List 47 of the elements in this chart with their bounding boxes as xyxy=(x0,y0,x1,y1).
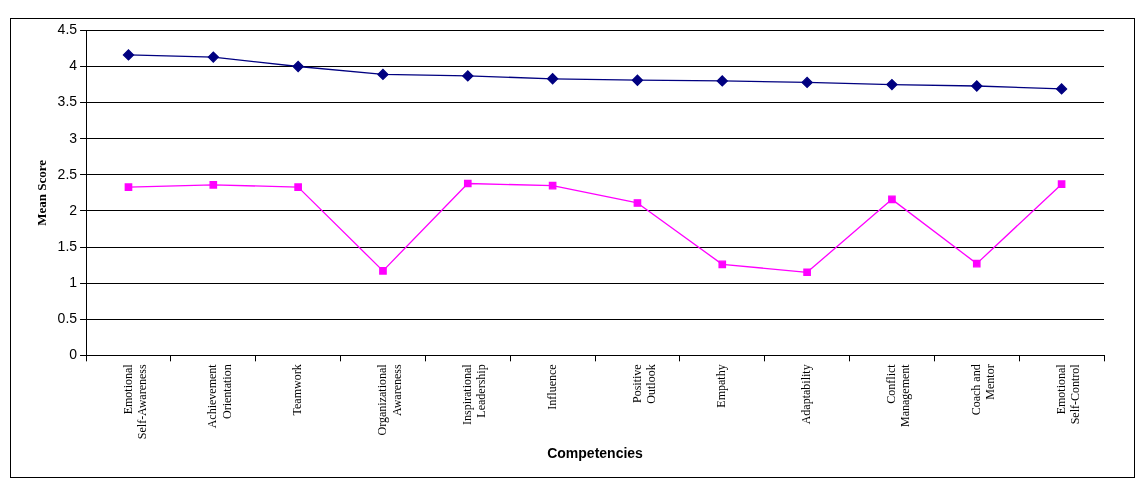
point xyxy=(292,60,304,73)
x-tick-label: Emotional Self-Awareness xyxy=(120,363,150,440)
x-tick-label: Teamwork xyxy=(290,364,305,416)
y-tick-label: 3 xyxy=(69,129,78,146)
x-tick-label: Empathy xyxy=(714,364,729,408)
point xyxy=(803,268,811,277)
point xyxy=(462,70,474,82)
y-tick-label: 1 xyxy=(69,273,78,290)
x-tick-label: Adaptability xyxy=(799,364,814,425)
y-tick-label: 1.5 xyxy=(57,237,78,254)
x-axis-title: Competencies xyxy=(547,445,644,462)
x-tick-label: Emotional Self-Control xyxy=(1053,363,1083,425)
point xyxy=(716,75,728,87)
point xyxy=(718,260,727,269)
point xyxy=(1055,83,1068,95)
y-tick-label: 4.5 xyxy=(57,21,78,38)
point xyxy=(888,195,896,204)
point xyxy=(207,51,219,63)
point xyxy=(124,183,133,191)
point xyxy=(463,179,472,188)
y-tick-label: 0 xyxy=(69,346,78,363)
x-tick-label: Coach and Mentor xyxy=(968,364,998,416)
x-tick-label: Influence xyxy=(544,364,559,410)
x-tick-label: Inspirational Leadership xyxy=(459,363,489,425)
point xyxy=(546,73,559,85)
y-tick-label: 3.5 xyxy=(57,93,78,110)
point xyxy=(122,49,135,61)
y-tick-label: 2 xyxy=(69,201,78,218)
point xyxy=(972,259,981,268)
y-tick-label: 0.5 xyxy=(57,310,78,327)
point xyxy=(379,267,387,275)
x-tick-label: Achievement Orientation xyxy=(205,363,234,429)
point xyxy=(1057,180,1066,189)
point xyxy=(631,74,644,86)
point xyxy=(886,78,898,91)
point xyxy=(633,199,642,207)
x-tick-label: Conflict Management xyxy=(884,363,913,427)
y-axis-title: Mean Score xyxy=(34,159,50,226)
point xyxy=(209,181,218,189)
y-tick-label: 4 xyxy=(69,57,78,74)
point xyxy=(971,80,983,92)
point xyxy=(294,183,302,191)
point xyxy=(377,68,389,81)
point xyxy=(801,76,813,89)
x-tick-label: Organizational Awareness xyxy=(375,363,404,436)
x-tick-label: Positive Outlook xyxy=(629,364,658,404)
y-tick-label: 2.5 xyxy=(57,165,78,182)
